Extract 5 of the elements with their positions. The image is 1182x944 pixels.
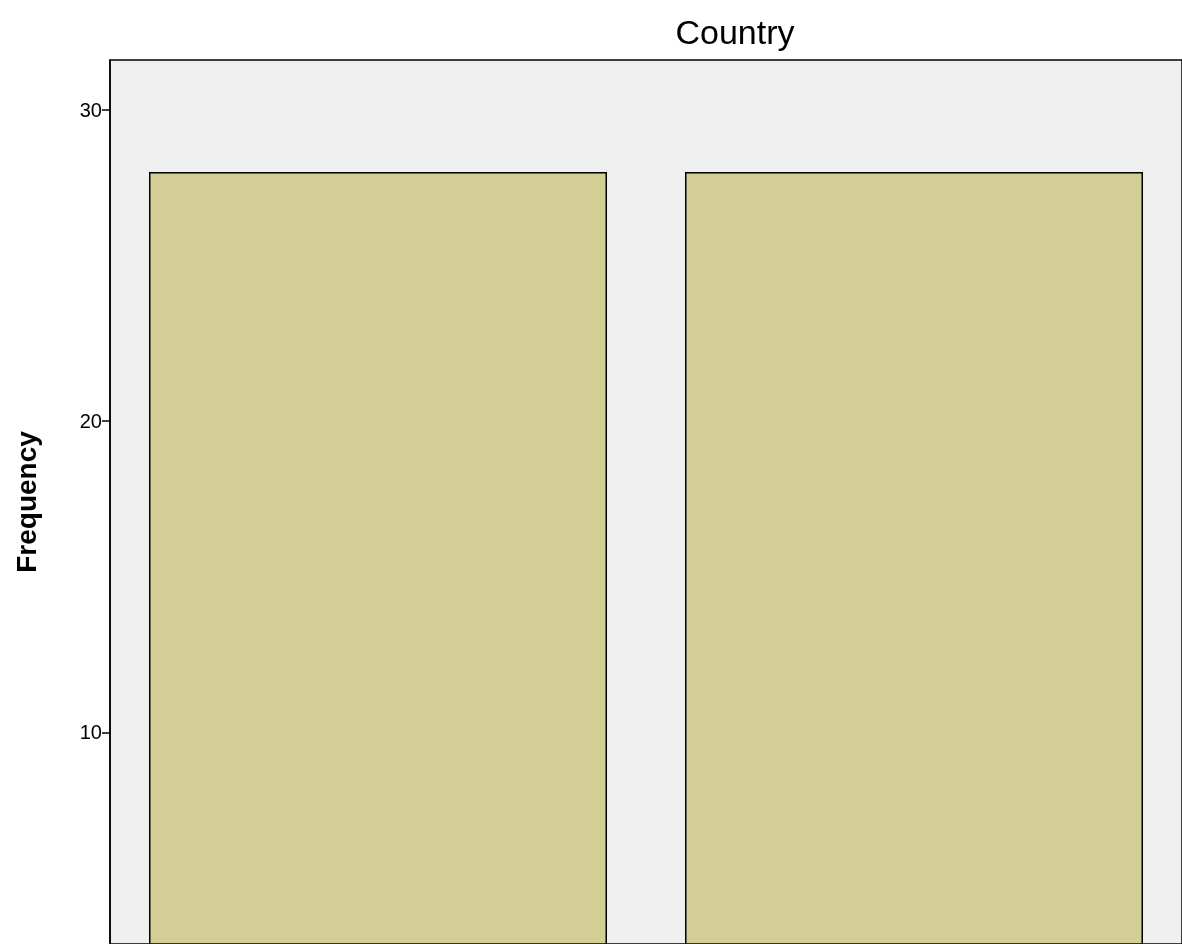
y-tick-label: 10: [79, 721, 102, 744]
y-axis-title: Frequency: [10, 430, 42, 573]
y-tick-label: 20: [79, 410, 102, 433]
y-tick-label: 30: [79, 98, 102, 121]
chart-title: Country: [675, 13, 795, 51]
